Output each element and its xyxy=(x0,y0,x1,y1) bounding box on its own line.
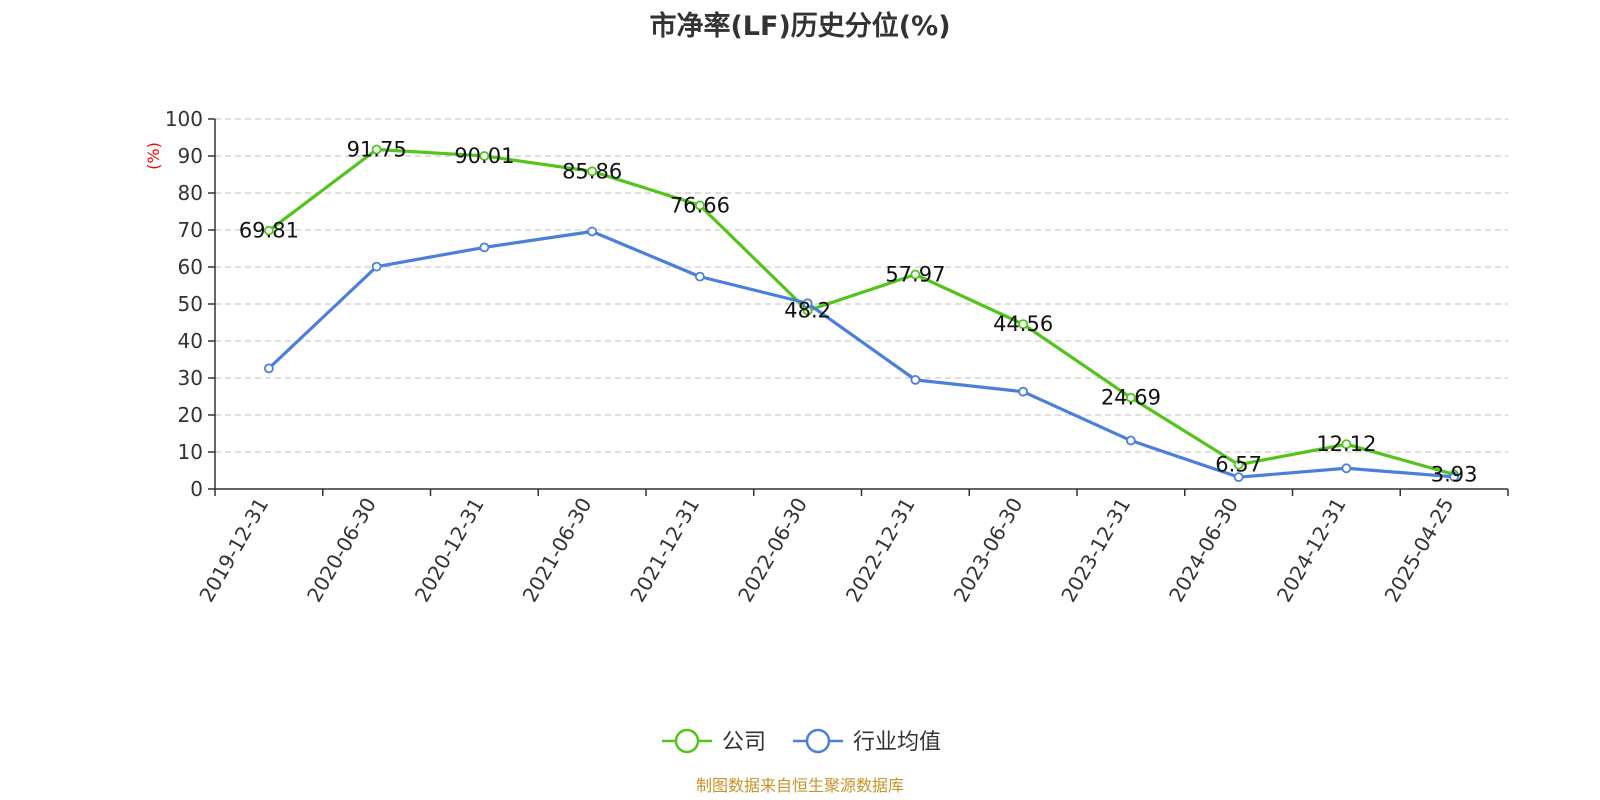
y-axis-label: (%) xyxy=(144,142,163,170)
y-tick-label: 30 xyxy=(178,366,203,390)
data-point-series-1 xyxy=(263,363,274,374)
x-tick-label: 2024-06-30 xyxy=(1164,494,1243,607)
legend-label-1[interactable]: 行业均值 xyxy=(853,730,941,755)
y-tick-label: 20 xyxy=(178,403,203,427)
data-point-series-1 xyxy=(587,226,598,237)
data-label: 85.86 xyxy=(562,159,622,183)
data-point-series-0 xyxy=(263,225,274,236)
data-label: 57.97 xyxy=(885,263,945,287)
x-tick-label: 2022-12-31 xyxy=(841,494,920,607)
data-point-series-1 xyxy=(802,298,813,309)
y-axis-ticks: 0 10 20 30 40 50 60 70 80 90 100 xyxy=(165,107,215,501)
grid-lines xyxy=(215,118,1508,453)
x-tick-label: 2021-06-30 xyxy=(518,494,597,607)
x-tick-label: 2024-12-31 xyxy=(1272,494,1351,607)
data-point-series-0 xyxy=(910,269,921,280)
data-point-series-0 xyxy=(694,200,705,211)
data-point-series-0 xyxy=(479,151,490,161)
x-tick-label: 2020-12-31 xyxy=(410,494,489,607)
data-label: 44.56 xyxy=(993,312,1053,336)
data-label: 91.75 xyxy=(347,138,407,162)
series-line-1 xyxy=(267,229,1455,479)
x-tick-label: 2019-12-31 xyxy=(194,494,273,607)
data-point-series-1 xyxy=(910,374,921,385)
y-tick-label: 0 xyxy=(190,477,203,501)
chart-title: 市净率(LF)历史分位(%) xyxy=(649,11,951,42)
data-point-series-0 xyxy=(1341,439,1352,450)
data-point-series-0 xyxy=(1018,319,1029,330)
series-layer: 69.81 91.75 90.01 85.86 76.66 48.2 57.97 44.56 2… xyxy=(239,138,1478,487)
data-point-series-0 xyxy=(587,166,598,177)
series-line-0 xyxy=(267,147,1455,476)
x-tick-label: 2025-04-25 xyxy=(1380,494,1459,607)
x-tick-label: 2022-06-30 xyxy=(733,494,812,607)
data-point-series-1 xyxy=(371,261,382,272)
data-point-series-0 xyxy=(371,144,382,155)
data-point-series-1 xyxy=(1449,471,1460,482)
y-tick-label: 50 xyxy=(178,292,203,316)
y-tick-label: 10 xyxy=(178,440,203,464)
y-tick-label: 100 xyxy=(165,107,203,131)
data-label: 76.66 xyxy=(670,193,730,217)
source-note: 制图数据来自恒生聚源数据库 xyxy=(695,776,904,795)
legend-marker-0 xyxy=(674,728,700,754)
data-point-series-1 xyxy=(694,271,705,282)
x-tick-label: 2020-06-30 xyxy=(302,494,381,607)
data-label: 3.93 xyxy=(1431,462,1478,486)
data-label: 12.12 xyxy=(1316,432,1376,456)
data-label: 6.57 xyxy=(1215,453,1262,477)
x-tick-label: 2023-06-30 xyxy=(949,494,1028,607)
data-point-series-1 xyxy=(1018,386,1029,397)
data-point-series-1 xyxy=(1341,463,1352,474)
data-label: 24.69 xyxy=(1101,386,1161,410)
data-point-series-1 xyxy=(1233,472,1244,483)
legend-marker-1 xyxy=(805,728,831,754)
x-tick-label: 2023-12-31 xyxy=(1056,494,1135,607)
data-point-series-1 xyxy=(1125,435,1136,446)
x-axis-ticks: 2019-12-31 2020-06-30 2020-12-31 2021-06-30… xyxy=(194,489,1509,607)
data-label: 48.2 xyxy=(784,299,831,323)
data-point-series-1 xyxy=(479,242,490,253)
legend[interactable]: 公司 行业均值 xyxy=(662,728,941,755)
y-tick-label: 70 xyxy=(178,218,203,242)
data-label: 90.01 xyxy=(454,144,514,168)
data-label: 69.81 xyxy=(239,219,299,243)
data-point-series-0 xyxy=(1125,392,1136,403)
data-point-series-0 xyxy=(1233,459,1244,470)
legend-label-0[interactable]: 公司 xyxy=(722,730,766,755)
y-tick-label: 60 xyxy=(178,255,203,279)
y-tick-label: 40 xyxy=(178,329,203,353)
y-tick-label: 80 xyxy=(178,181,203,205)
y-tick-label: 90 xyxy=(178,144,203,168)
x-tick-label: 2021-12-31 xyxy=(625,494,704,607)
